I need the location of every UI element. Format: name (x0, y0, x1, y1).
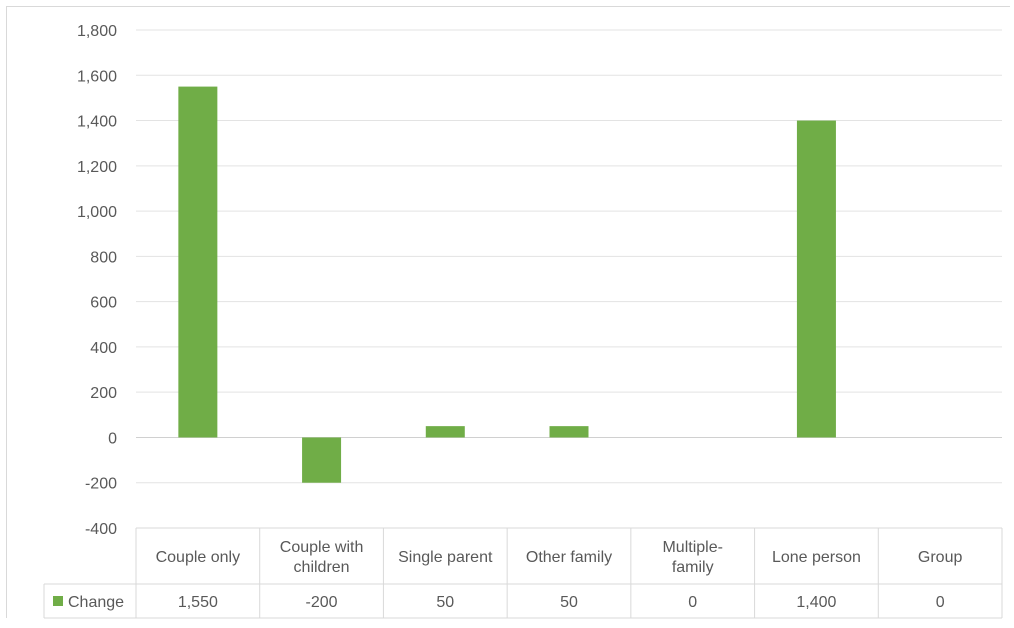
data-label: -200 (306, 594, 338, 611)
y-tick-label: 1,800 (77, 23, 117, 40)
data-label: 0 (688, 594, 697, 611)
x-tick-label: Group (918, 549, 963, 566)
bar (178, 86, 218, 438)
legend-swatch (53, 596, 63, 606)
legend-label: Change (68, 594, 124, 611)
data-label: 1,550 (178, 594, 218, 611)
x-tick-label: Other family (526, 549, 612, 566)
x-tick-label: children (294, 559, 350, 576)
bar (796, 120, 836, 438)
data-label: 50 (560, 594, 578, 611)
data-label: 50 (436, 594, 454, 611)
y-tick-label: 1,600 (77, 68, 117, 85)
x-tick-label: family (672, 559, 714, 576)
bar (425, 426, 465, 438)
x-tick-label: Couple only (156, 549, 241, 566)
y-tick-label: 1,000 (77, 204, 117, 221)
y-tick-label: 800 (90, 249, 117, 266)
data-label: 1,400 (796, 594, 836, 611)
y-tick-label: 1,400 (77, 114, 117, 131)
y-tick-label: 1,200 (77, 159, 117, 176)
x-tick-label: Couple with (280, 539, 364, 556)
y-tick-label: 200 (90, 385, 117, 402)
x-tick-label: Single parent (398, 549, 493, 566)
y-tick-label: -200 (85, 476, 117, 493)
bar (302, 437, 342, 483)
x-tick-label: Lone person (772, 549, 861, 566)
y-tick-label: -400 (85, 521, 117, 538)
chart-frame (6, 6, 1010, 618)
y-tick-label: 0 (108, 430, 117, 447)
y-tick-label: 600 (90, 295, 117, 312)
y-tick-label: 400 (90, 340, 117, 357)
x-tick-label: Multiple- (662, 539, 722, 556)
bar (549, 426, 589, 438)
data-label: 0 (936, 594, 945, 611)
